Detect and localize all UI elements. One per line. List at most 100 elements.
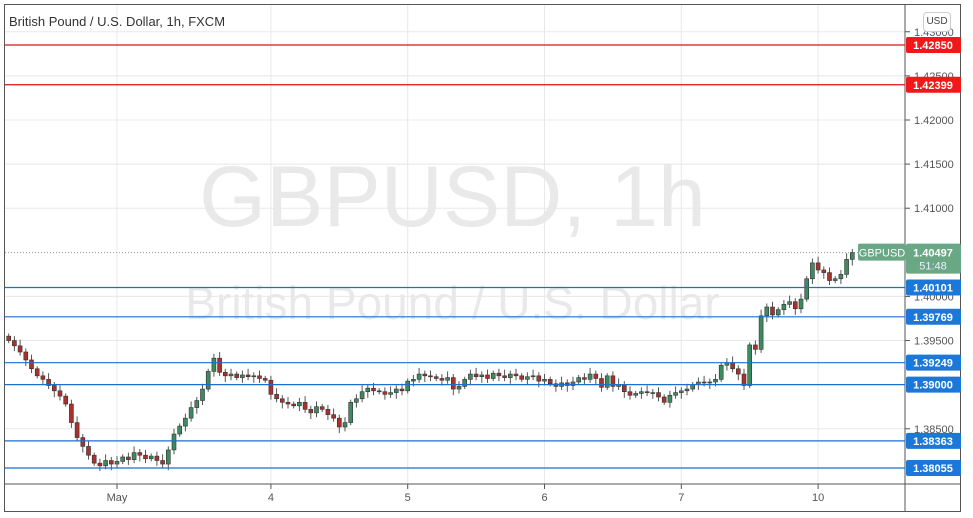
candle-body: [257, 375, 262, 379]
candle-body: [827, 272, 832, 281]
candle-body: [718, 364, 724, 380]
candle-body: [416, 373, 422, 380]
countdown-label: 51:48: [919, 261, 947, 273]
candle-body: [393, 388, 399, 393]
candle-body: [661, 396, 667, 403]
x-tick-label: 6: [541, 492, 547, 504]
candle-body: [331, 414, 336, 419]
y-tick-label: 1.42000: [914, 115, 954, 127]
candle-body: [439, 378, 445, 381]
candle-body: [97, 462, 103, 467]
level-price-label: 1.42399: [913, 80, 953, 92]
y-tick-label: 1.41500: [914, 159, 954, 171]
x-tick-label: 10: [812, 492, 824, 504]
candle-body: [701, 381, 707, 384]
candle-body: [348, 401, 354, 423]
candle-body: [120, 456, 125, 462]
level-price-label-bg: [906, 432, 961, 449]
candle-body: [792, 301, 798, 310]
candle-body: [91, 454, 97, 464]
candle-body: [468, 373, 473, 380]
candle-body: [342, 422, 348, 428]
candle-body: [126, 456, 131, 460]
candle-body: [445, 377, 450, 381]
level-price-label-bg: [906, 37, 961, 53]
candle-body: [148, 455, 154, 460]
candle-body: [399, 388, 405, 392]
y-tick-label: 1.39500: [914, 336, 954, 348]
candle-body: [690, 384, 696, 390]
candle-body: [74, 422, 80, 438]
candle-body: [644, 391, 650, 394]
candle-body: [80, 437, 86, 447]
candle-body: [183, 417, 188, 427]
watermark-name: British Pound / U.S. Dollar: [185, 277, 720, 329]
candle-body: [114, 461, 120, 465]
candle-body: [519, 375, 525, 380]
level-price-label-bg: [906, 354, 961, 371]
candle-body: [200, 388, 205, 401]
candle-body: [599, 378, 604, 388]
candle-body: [741, 373, 747, 386]
candle-body: [450, 377, 456, 390]
candle-body: [513, 373, 519, 377]
candle-body: [376, 390, 382, 393]
candle-body: [758, 315, 764, 350]
candle-body: [268, 379, 274, 395]
candle-body: [319, 406, 325, 410]
candle-body: [684, 388, 690, 392]
candle-body: [371, 387, 376, 392]
last-price-label-bg: [906, 243, 961, 274]
candle-body: [382, 391, 388, 395]
chart-title: British Pound / U.S. Dollar, 1h, FXCM: [9, 14, 226, 29]
candle-body: [473, 373, 479, 378]
candle-body: [103, 460, 108, 467]
candle-body: [86, 446, 91, 456]
currency-button[interactable]: USD: [923, 12, 951, 32]
candle-body: [821, 269, 827, 273]
candle-body: [205, 371, 211, 390]
candle-body: [462, 379, 468, 387]
candle-body: [593, 373, 599, 379]
candle-body: [160, 460, 165, 465]
candle-body: [849, 252, 855, 260]
candle-body: [707, 381, 713, 384]
level-price-label: 1.38055: [913, 463, 953, 475]
candle-body: [770, 306, 775, 316]
level-price-label: 1.40101: [913, 283, 953, 295]
candle-body: [166, 449, 171, 465]
candle-body: [211, 357, 217, 372]
candle-body: [713, 379, 718, 383]
candle-body: [359, 391, 365, 400]
y-tick-label: 1.38500: [914, 424, 954, 436]
candle-body: [245, 374, 251, 378]
candle-body: [433, 376, 439, 379]
candle-body: [530, 375, 536, 378]
candle-body: [456, 386, 462, 390]
candle-body: [23, 351, 29, 361]
candle-body: [621, 384, 627, 393]
y-tick-label: 1.41000: [914, 203, 954, 215]
x-tick-label: 5: [405, 492, 411, 504]
candle-body: [6, 335, 11, 341]
candle-body: [354, 398, 359, 403]
candle-body: [223, 371, 228, 377]
candle-body: [832, 278, 838, 281]
candle-body: [422, 373, 428, 377]
candle-body: [262, 378, 268, 381]
candle-body: [753, 344, 758, 350]
watermark-symbol: GBPUSD, 1h: [199, 149, 706, 245]
x-tick-label: 4: [268, 492, 274, 504]
candle-body: [764, 306, 770, 317]
candle-body: [291, 403, 297, 407]
candle-body: [798, 298, 804, 310]
level-price-label-bg: [906, 76, 961, 93]
candle-body: [650, 392, 656, 394]
candle-body: [177, 425, 182, 435]
candle-body: [582, 377, 587, 380]
candle-body: [279, 398, 285, 403]
candle-body: [285, 401, 291, 405]
candle-body: [411, 379, 416, 382]
